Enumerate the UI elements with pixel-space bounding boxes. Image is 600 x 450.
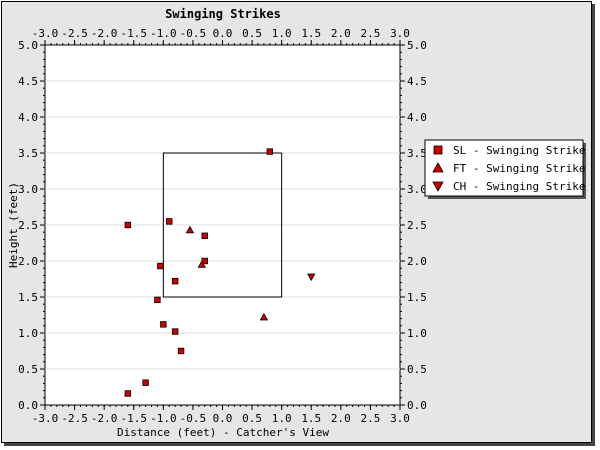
data-point-square [166, 218, 173, 225]
y-tick-label-right: 0.5 [407, 363, 427, 376]
data-point-square [177, 347, 185, 355]
y-tick-label-left: 4.5 [18, 75, 38, 88]
data-point-square [160, 321, 167, 328]
data-point-triangle-up [197, 260, 206, 268]
y-axis-label: Height (feet) [7, 182, 20, 268]
legend-marker-square [433, 145, 443, 155]
x-tick-label-bottom: 1.5 [301, 412, 321, 425]
x-tick-label-top: -3.0 [32, 27, 59, 40]
x-tick-label-bottom: -2.0 [91, 412, 118, 425]
y-tick-label-left: 0.0 [18, 399, 38, 412]
data-point-square [157, 262, 164, 270]
x-tick-label-top: -1.5 [121, 27, 148, 40]
y-tick-label-left: 1.5 [18, 291, 38, 304]
legend: SL - Swinging Strike FT - Swinging Strike… [424, 139, 586, 199]
axis-ticks [40, 40, 405, 410]
legend-label: FT - Swinging Strike [453, 162, 585, 175]
x-tick-label-top: -2.5 [61, 27, 88, 40]
data-points [124, 148, 316, 397]
x-tick-label-top: 0.5 [242, 27, 262, 40]
data-point-square [201, 232, 208, 239]
y-tick-label-right: 4.5 [407, 75, 427, 88]
data-point-square [171, 277, 179, 285]
x-tick-label-bottom: -2.5 [61, 412, 88, 425]
y-tick-label-right: 3.5 [407, 147, 427, 160]
x-tick-label-bottom: -0.5 [180, 412, 207, 425]
y-tick-label-left: 2.0 [18, 255, 38, 268]
legend-box [424, 139, 584, 197]
tick-labels: 0.0 0.0 0.5 0.5 1.0 1.0 1.5 1.5 2.0 2.0 2.5 2.5 3.0 3… [18, 27, 427, 425]
y-tick-label-left: 1.0 [18, 327, 38, 340]
data-point-square [142, 379, 149, 386]
x-axis-label: Distance (feet) - Catcher's View [117, 426, 329, 439]
data-point-square [124, 221, 132, 229]
data-point-triangle-up [259, 312, 269, 321]
legend-label: CH - Swinging Strike [453, 180, 585, 193]
x-tick-label-top: -0.5 [180, 27, 207, 40]
y-tick-label-right: 4.0 [407, 111, 427, 124]
x-tick-label-bottom: 0.5 [242, 412, 262, 425]
x-tick-label-bottom: -3.0 [32, 412, 59, 425]
y-tick-label-left: 3.5 [18, 147, 38, 160]
y-tick-label-right: 1.5 [407, 291, 427, 304]
x-tick-label-bottom: 0.0 [213, 412, 233, 425]
y-tick-label-right: 0.0 [407, 399, 427, 412]
y-tick-label-left: 5.0 [18, 39, 38, 52]
x-tick-label-bottom: 2.0 [331, 412, 351, 425]
x-tick-label-bottom: -1.0 [150, 412, 177, 425]
y-tick-label-left: 0.5 [18, 363, 38, 376]
y-tick-label-left: 4.0 [18, 111, 38, 124]
y-tick-label-right: 2.0 [407, 255, 427, 268]
data-point-square [171, 328, 179, 335]
x-tick-label-top: 2.5 [360, 27, 380, 40]
y-tick-label-right: 2.5 [407, 219, 427, 232]
data-point-triangle-up [185, 225, 195, 234]
data-point-triangle-down [307, 273, 316, 282]
chart-title: Swinging Strikes [165, 7, 281, 21]
x-tick-label-bottom: 3.0 [390, 412, 410, 425]
y-tick-label-left: 3.0 [18, 183, 38, 196]
y-tick-label-right: 1.0 [407, 327, 427, 340]
y-tick-label-right: 3.0 [407, 183, 427, 196]
y-tick-label-right: 5.0 [407, 39, 427, 52]
x-tick-label-bottom: 1.0 [272, 412, 292, 425]
x-tick-label-bottom: 2.5 [360, 412, 380, 425]
data-point-square [266, 148, 274, 155]
data-point-square [154, 296, 161, 304]
strike-zone-box [162, 152, 283, 298]
strike-zone [162, 152, 283, 298]
x-tick-label-top: 1.5 [301, 27, 321, 40]
x-tick-label-top: -1.0 [150, 27, 177, 40]
legend-label: SL - Swinging Strike [453, 144, 585, 157]
x-tick-label-top: 1.0 [272, 27, 292, 40]
x-tick-label-top: 3.0 [390, 27, 410, 40]
legend-marker-triangle-down [432, 181, 444, 192]
data-point-square [124, 390, 132, 397]
x-tick-label-bottom: -1.5 [121, 412, 148, 425]
x-tick-label-top: 0.0 [213, 27, 233, 40]
legend-marker-triangle-up [432, 162, 444, 173]
x-tick-label-top: -2.0 [91, 27, 118, 40]
x-tick-label-top: 2.0 [331, 27, 351, 40]
y-tick-label-left: 2.5 [18, 219, 38, 232]
